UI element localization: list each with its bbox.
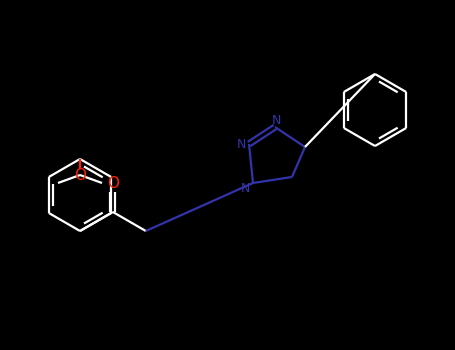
Text: O: O: [74, 168, 86, 182]
Text: N: N: [271, 113, 281, 126]
Text: N: N: [236, 138, 246, 150]
Text: N: N: [240, 182, 250, 195]
Text: O: O: [107, 176, 119, 191]
